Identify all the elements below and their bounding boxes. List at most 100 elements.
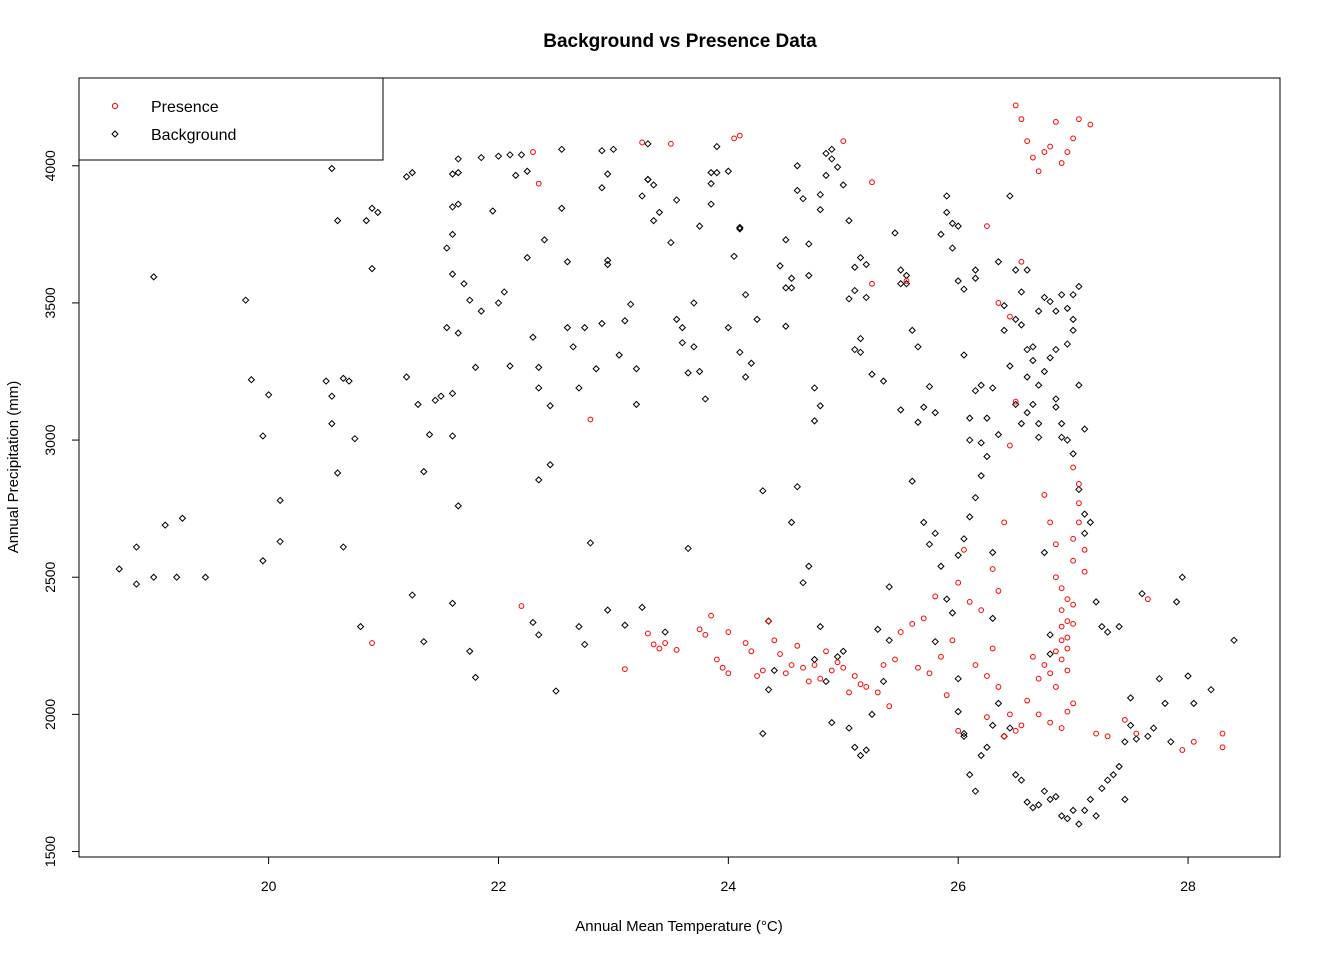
- background-point: [345, 377, 353, 385]
- background-point: [552, 687, 560, 695]
- background-point: [644, 175, 652, 184]
- background-point: [431, 396, 439, 405]
- background-point: [448, 170, 457, 178]
- background-point: [322, 377, 330, 385]
- presence-point: [725, 629, 732, 635]
- presence-point: [748, 648, 755, 655]
- presence-point: [369, 640, 375, 646]
- background-point: [799, 194, 807, 203]
- background-point: [448, 389, 457, 398]
- presence-point: [943, 692, 950, 699]
- background-point: [1034, 307, 1043, 315]
- presence-point: [1024, 138, 1031, 144]
- background-point: [1029, 400, 1037, 409]
- presence-point: [1075, 116, 1082, 123]
- background-point: [816, 402, 824, 410]
- background-point: [948, 609, 957, 617]
- presence-point: [1024, 697, 1031, 704]
- presence-point: [1058, 160, 1065, 166]
- background-point: [1052, 307, 1060, 315]
- background-point: [960, 729, 968, 738]
- background-point: [408, 591, 416, 599]
- background-point: [425, 430, 434, 439]
- background-point: [1057, 812, 1066, 820]
- background-point: [529, 333, 537, 341]
- presence-point: [759, 667, 766, 674]
- legend-presence-symbol: [111, 102, 119, 110]
- background-point: [753, 315, 761, 324]
- background-point: [1052, 395, 1060, 403]
- background-point: [1017, 288, 1026, 296]
- background-point: [356, 622, 365, 631]
- background-point: [328, 164, 336, 173]
- background-point: [276, 537, 284, 546]
- presence-point: [961, 546, 967, 553]
- background-point: [437, 392, 445, 400]
- background-point: [1069, 290, 1077, 299]
- presence-point: [984, 223, 990, 230]
- background-point: [988, 548, 997, 557]
- background-point: [937, 562, 945, 570]
- presence-point: [667, 140, 674, 147]
- background-point: [856, 751, 865, 760]
- background-point: [988, 384, 997, 392]
- presence-point: [1001, 733, 1008, 740]
- background-point: [500, 288, 508, 296]
- background-point: [1011, 315, 1020, 324]
- background-point: [787, 284, 796, 292]
- background-point: [477, 153, 485, 162]
- x-tick-label: 24: [721, 878, 737, 894]
- presence-point: [1064, 708, 1071, 715]
- background-point: [954, 277, 962, 285]
- background-point: [523, 253, 531, 262]
- presence-point: [823, 648, 829, 655]
- presence-point: [1007, 711, 1013, 718]
- background-point: [1103, 776, 1112, 784]
- presence-point: [1179, 747, 1186, 753]
- background-point: [776, 262, 784, 270]
- background-point: [1080, 806, 1089, 815]
- background-point: [333, 216, 342, 225]
- background-point: [1006, 192, 1014, 200]
- background-point: [621, 621, 629, 629]
- background-point: [443, 323, 451, 332]
- background-point: [684, 544, 692, 553]
- presence-point: [1070, 601, 1077, 608]
- background-point: [1052, 792, 1060, 801]
- background-point: [1011, 771, 1020, 779]
- x-tick-label: 20: [261, 878, 277, 894]
- presence-point: [1035, 168, 1042, 175]
- background-point: [988, 614, 997, 623]
- presence-point: [1047, 143, 1054, 150]
- presence-point: [736, 132, 743, 139]
- presence-point: [995, 300, 1002, 306]
- background-point: [885, 583, 893, 591]
- y-axis: 1500 2000 2500 3000 3500 4000: [42, 150, 80, 867]
- background-point: [1046, 650, 1054, 658]
- background-point: [580, 640, 589, 649]
- background-point: [954, 675, 962, 683]
- background-point: [851, 286, 859, 295]
- presence-point: [518, 603, 525, 609]
- presence-point: [1081, 546, 1088, 553]
- background-point: [862, 260, 870, 269]
- background-point: [736, 348, 744, 357]
- background-point: [730, 252, 738, 260]
- background-point: [448, 432, 457, 440]
- presence-point: [644, 630, 651, 637]
- presence-point: [1041, 492, 1048, 498]
- background-point: [810, 655, 819, 664]
- background-point: [787, 274, 796, 282]
- presence-point: [1041, 662, 1048, 668]
- background-point: [971, 274, 980, 282]
- legend-box: [78, 77, 384, 161]
- presence-point: [1104, 733, 1111, 740]
- background-point: [1046, 297, 1054, 306]
- background-point: [960, 351, 968, 359]
- background-point: [632, 365, 641, 373]
- background-point: [707, 200, 715, 208]
- presence-point: [984, 714, 990, 721]
- background-point: [672, 196, 681, 204]
- background-point: [1080, 510, 1089, 518]
- background-point: [115, 565, 123, 573]
